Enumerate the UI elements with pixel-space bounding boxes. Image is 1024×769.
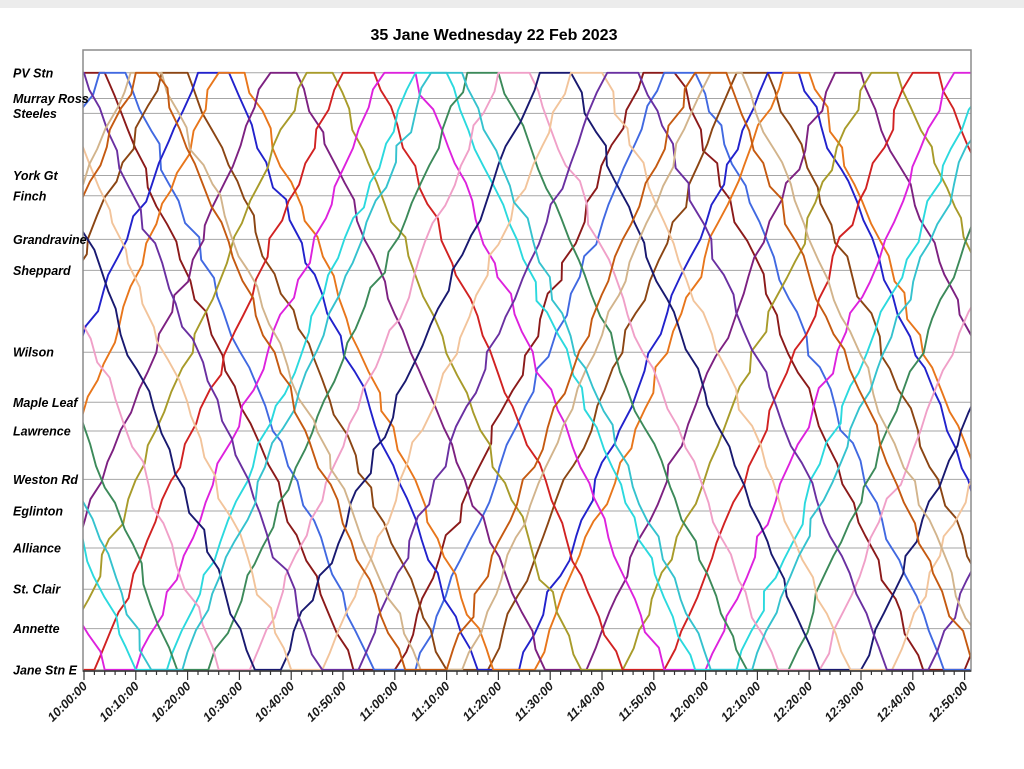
plot-border [82,49,972,672]
run-path-run-11 [83,71,971,671]
run-path-run-17 [83,71,971,671]
run-path-run-08 [83,71,971,671]
time-label: 11:20:00 [460,679,505,724]
x-axis-ticks [83,671,966,680]
run-path-run-05 [83,71,971,671]
station-label: Annette [12,622,60,636]
station-label: Steeles [13,107,57,121]
station-label: PV Stn [13,66,54,80]
train-run-paths [83,71,971,671]
station-label: Murray Ross [13,92,89,106]
station-label: Sheppard [13,264,71,278]
time-label: 11:30:00 [512,679,557,724]
station-label: Jane Stn E [13,663,78,677]
x-axis-labels: 10:00:00 10:10:00 10:20:00 10:30:00 10:40:00… [45,679,971,724]
station-label: Weston Rd [13,473,78,487]
run-path-run-01 [83,71,971,671]
run-path-run-12 [83,71,971,671]
time-label: 12:30:00 [822,679,867,724]
run-path-run-16 [83,71,971,671]
station-label: Finch [13,189,47,203]
time-label: 10:50:00 [304,679,349,724]
time-label: 11:40:00 [563,679,608,724]
time-label: 12:10:00 [718,679,763,724]
time-label: 12:00:00 [666,679,711,724]
station-label: Alliance [12,542,61,556]
run-path-run-07 [83,71,971,671]
run-path-run-02 [83,71,971,671]
run-path-run-18 [83,71,971,671]
station-label: St. Clair [13,583,61,597]
run-path-run-14 [83,71,971,671]
chart-title: 35 Jane Wednesday 22 Feb 2023 [371,27,618,44]
time-label: 10:30:00 [200,679,245,724]
time-label: 11:50:00 [615,679,660,724]
station-label: York Gt [13,169,59,183]
station-label: Wilson [13,346,54,360]
time-label: 12:50:00 [925,679,970,724]
station-label: Eglinton [13,505,63,519]
station-label: Grandravine [13,233,87,247]
time-label: 10:20:00 [148,679,193,724]
station-label: Maple Leaf [13,396,79,410]
run-path-run-04 [83,71,971,671]
time-label: 10:00:00 [45,679,90,724]
run-path-run-03 [83,71,971,671]
station-label: Lawrence [13,425,71,439]
time-label: 10:40:00 [252,679,297,724]
time-label: 12:40:00 [874,679,919,724]
time-label: 11:10:00 [408,679,453,724]
run-path-run-15 [83,71,971,671]
window-top-strip [0,0,1024,8]
time-label: 12:20:00 [770,679,815,724]
run-path-run-06 [83,71,971,671]
time-label: 11:00:00 [356,679,401,724]
time-label: 10:10:00 [97,679,142,724]
run-path-run-09 [83,71,971,671]
